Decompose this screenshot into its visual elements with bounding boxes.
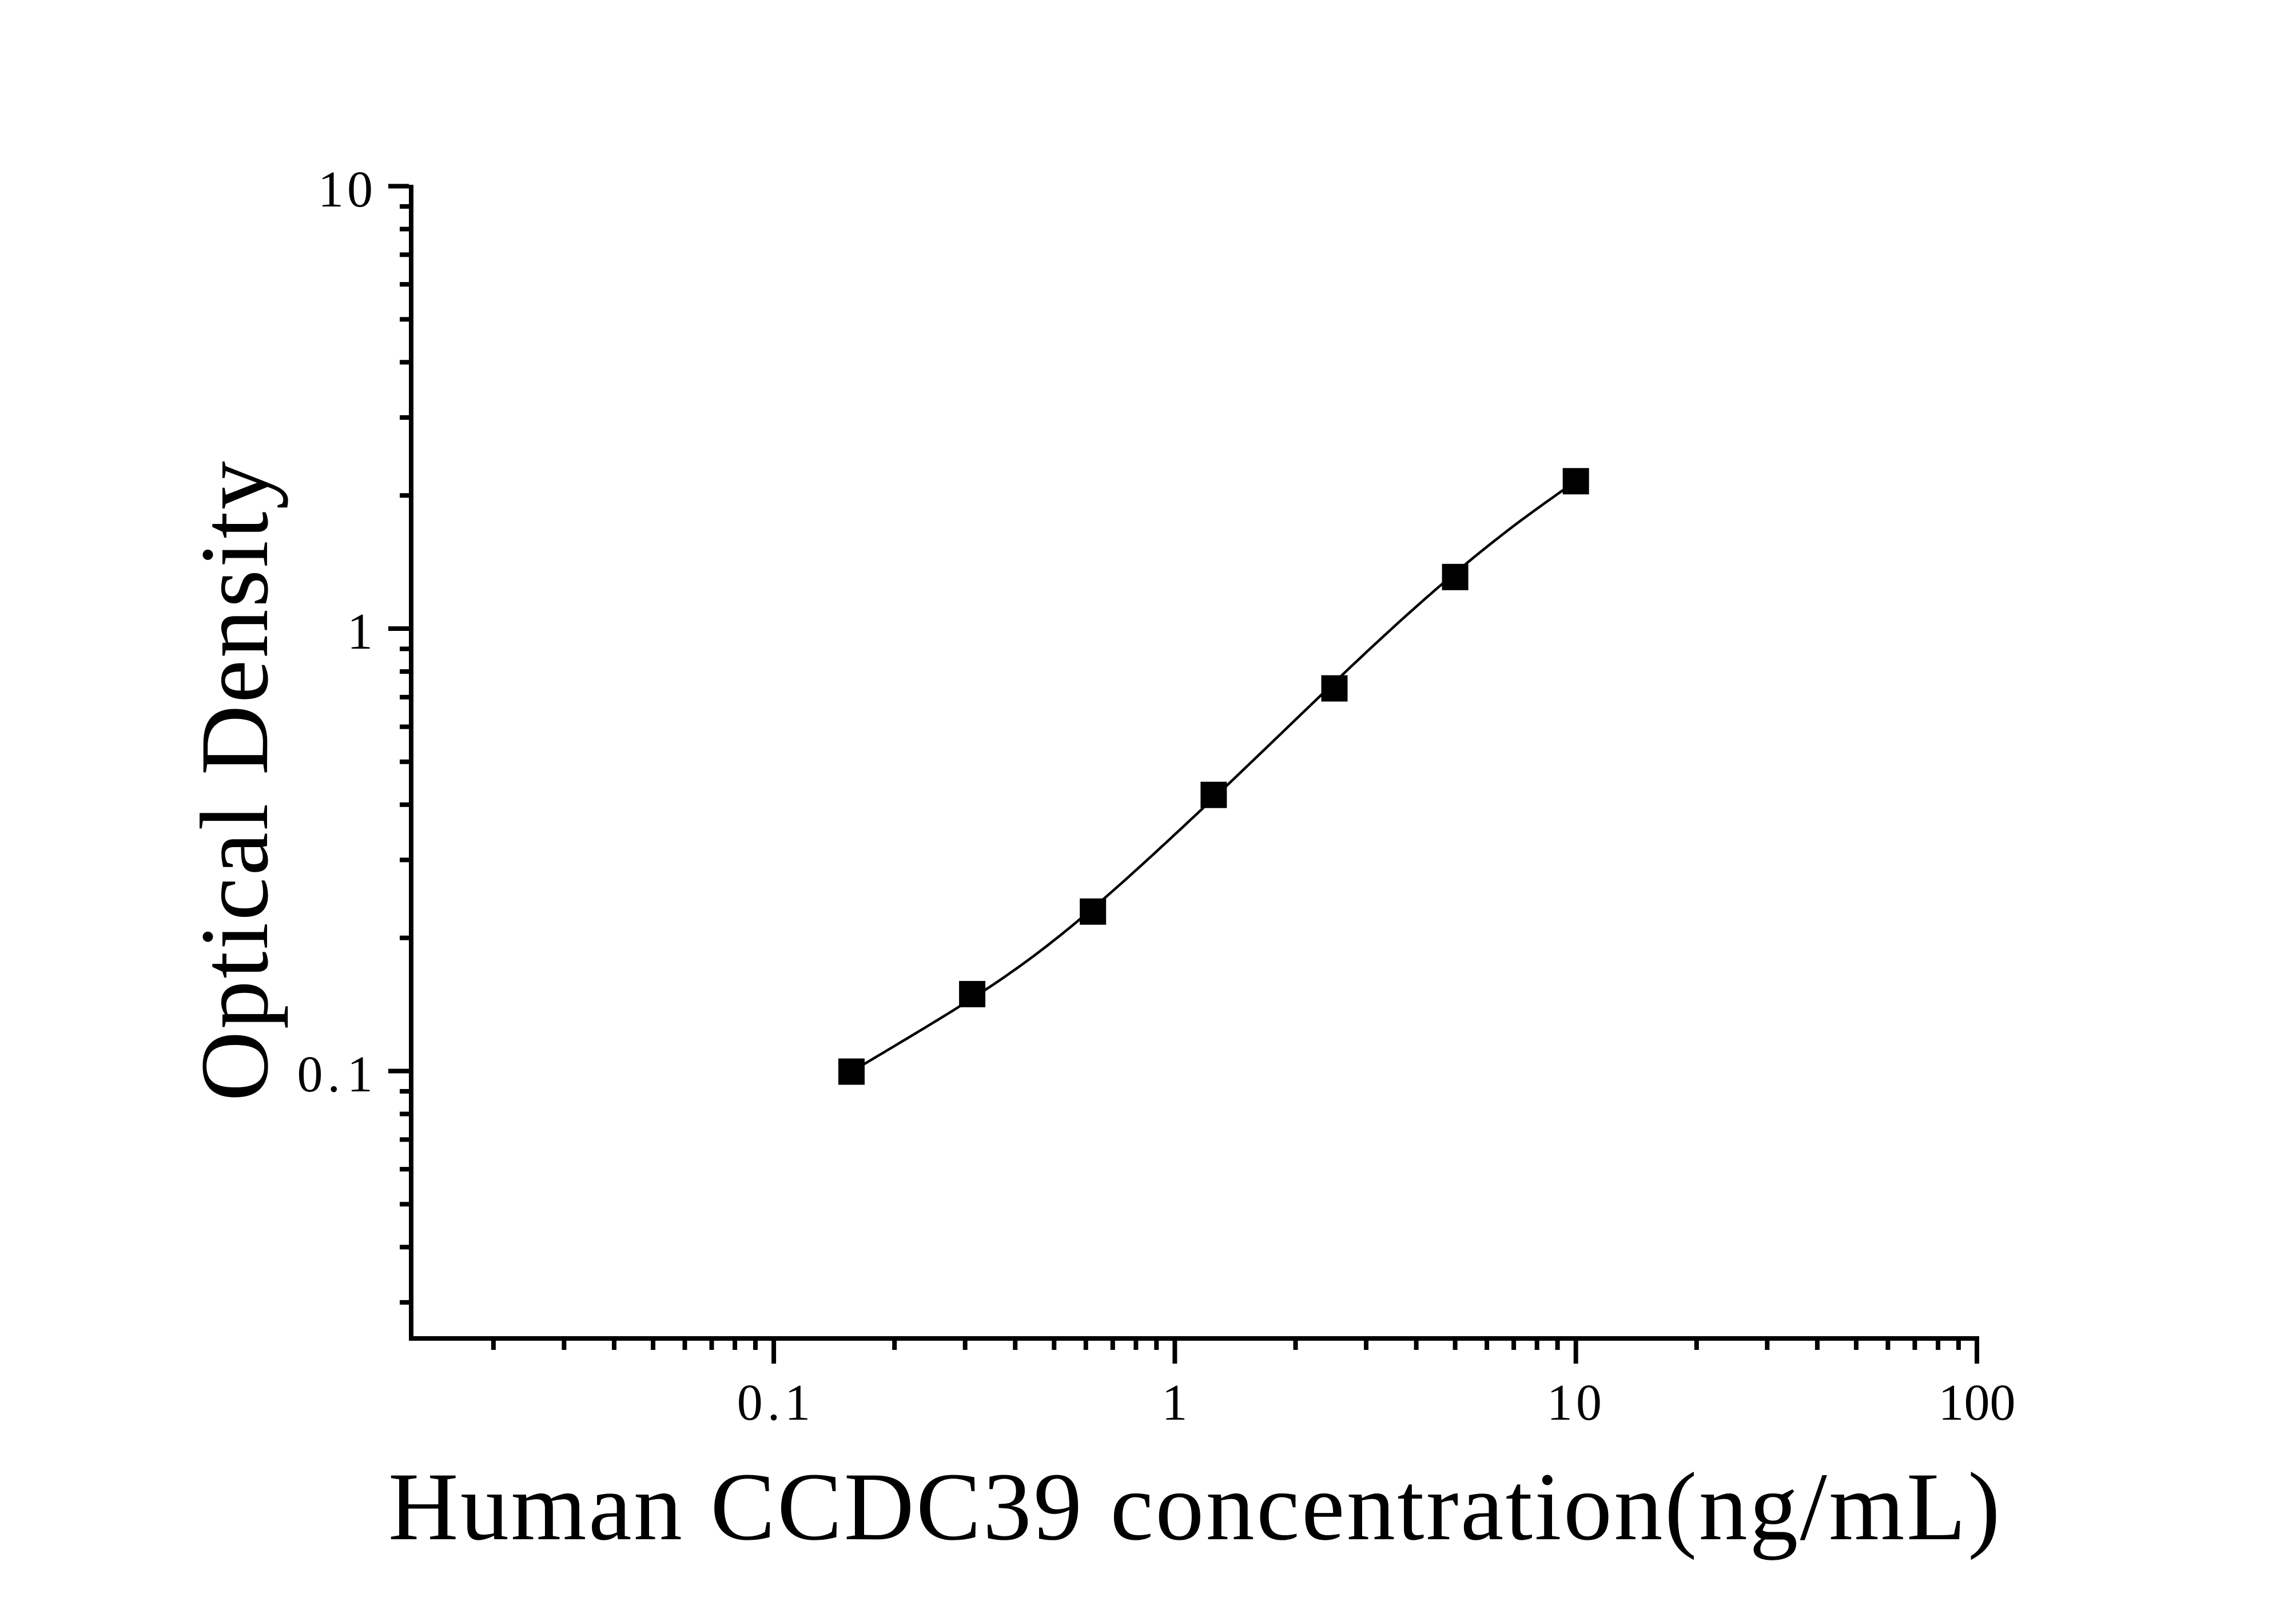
svg-text:Optical Density: Optical Density [181,459,288,1102]
svg-text:1: 1 [347,603,373,660]
svg-text:10: 10 [318,161,373,218]
svg-text:10: 10 [1547,1374,1602,1431]
svg-text:0.1: 0.1 [737,1374,811,1431]
svg-text:1: 1 [1162,1374,1188,1431]
svg-text:0.1: 0.1 [297,1046,373,1103]
svg-text:Human CCDC39 concentration(ng/: Human CCDC39 concentration(ng/mL) [388,1453,2002,1560]
svg-text:100: 100 [1939,1374,2016,1431]
